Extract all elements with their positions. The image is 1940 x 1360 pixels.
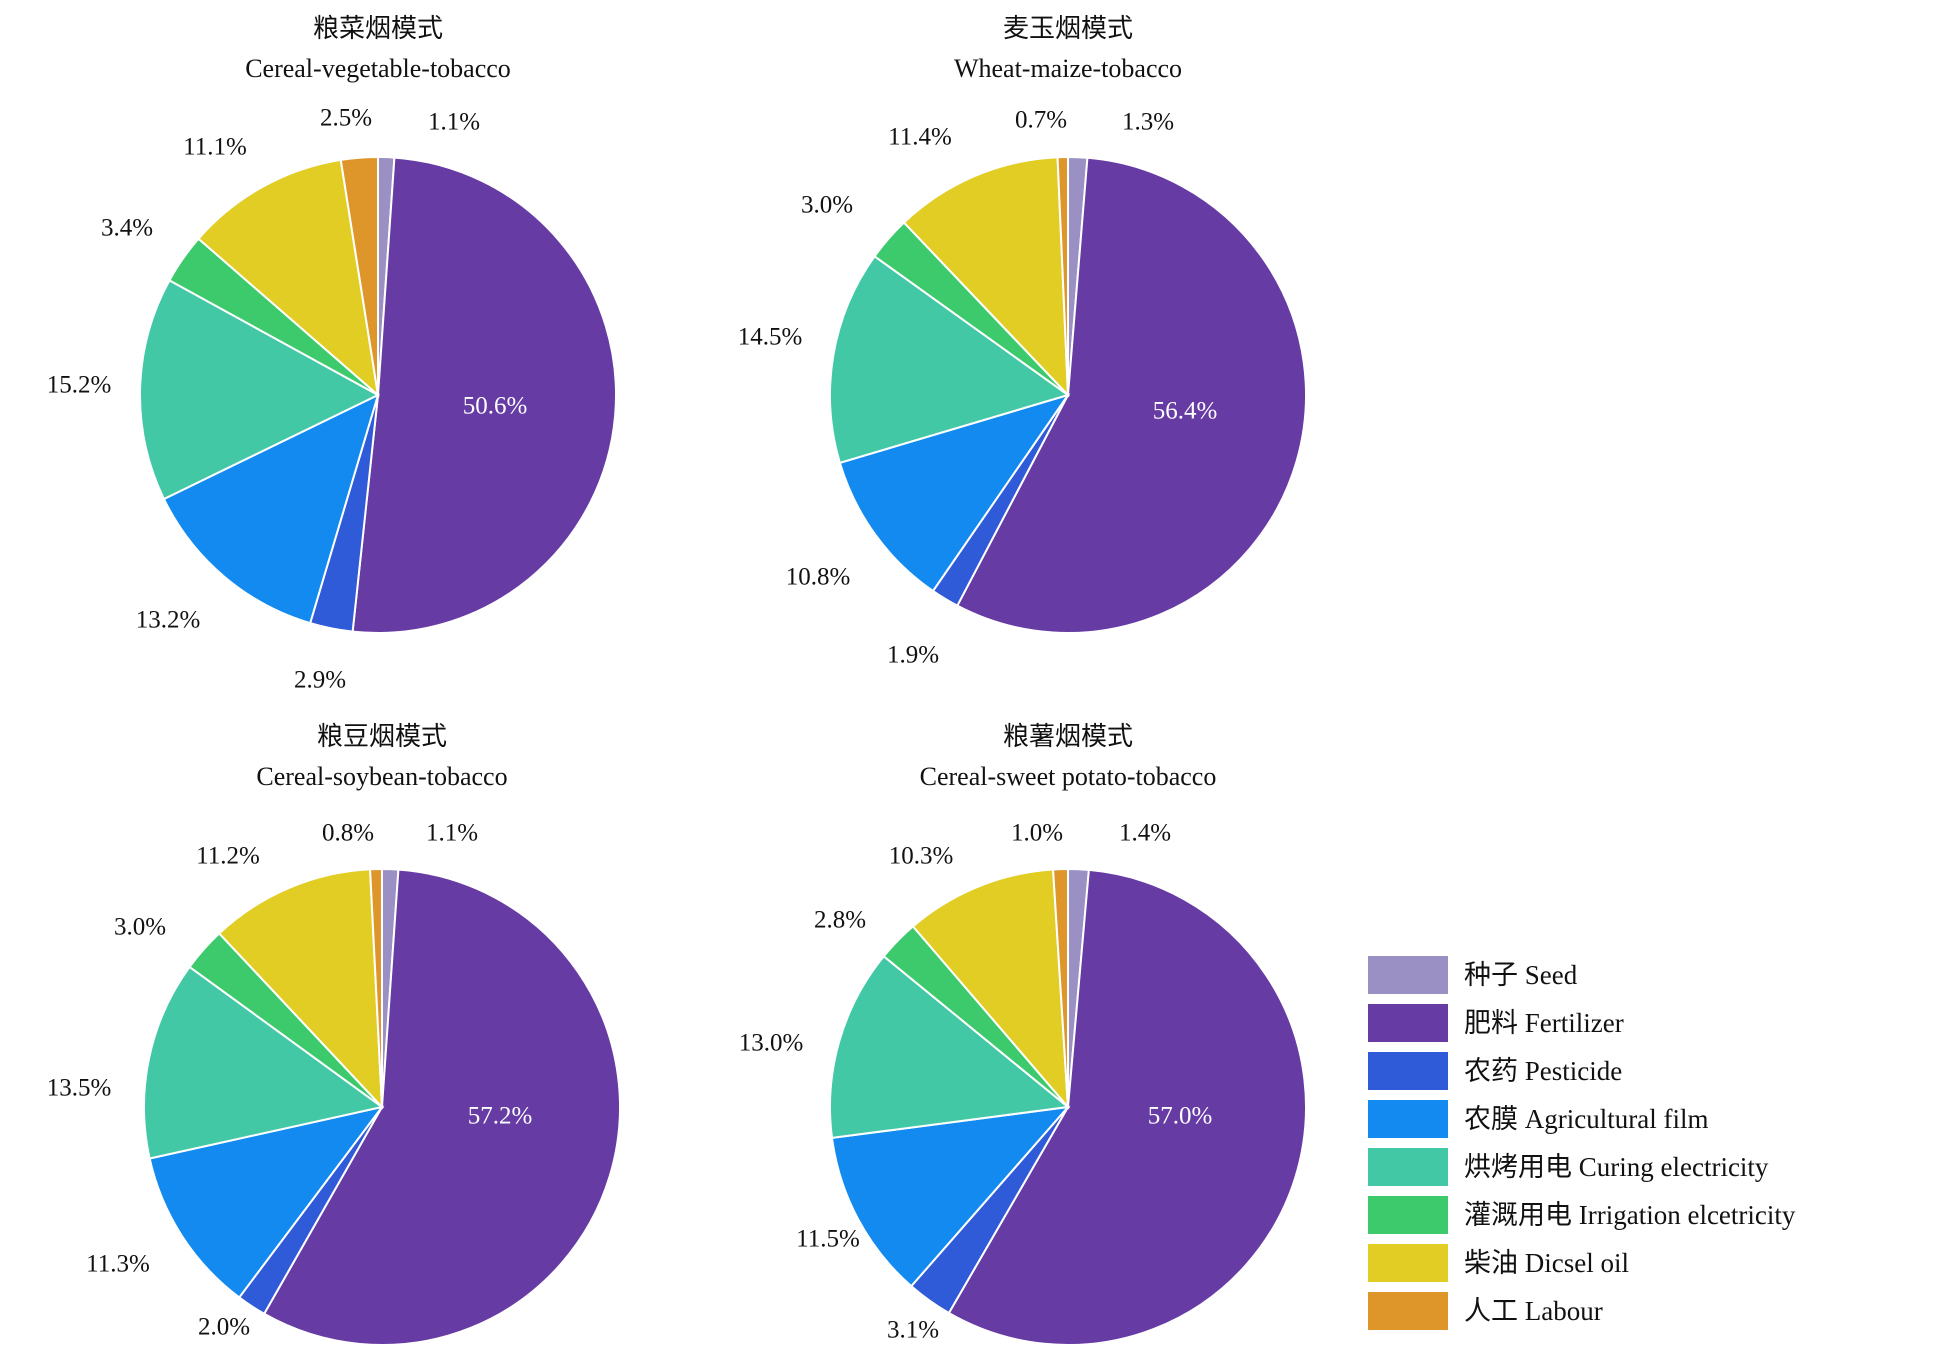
pie-3-label-curing-electricity: 13.5% (47, 1075, 112, 1102)
legend-label-pesticide: 农药 Pesticide (1464, 1056, 1623, 1086)
pie-1-slice-fertilizer (351, 156, 617, 634)
pie-3-slice-diesel-oil (217, 868, 384, 1110)
pie-4-slice-agricultural-film (830, 1105, 1071, 1288)
pie-panel-2: 麦玉烟模式 Wheat-maize-tobacco (718, 12, 1418, 712)
pie-3-slice-curing-electricity (143, 965, 385, 1160)
legend-swatch-pesticide (1368, 1052, 1448, 1090)
pie-4-title: 粮薯烟模式 (1002, 722, 1133, 751)
pie-2-slice-labour (1056, 155, 1069, 396)
pie-4-slice-diesel-oil (911, 868, 1070, 1110)
pie-1-slice-diesel-oil (197, 158, 380, 398)
pie-3-label-pesticide: 2.0% (198, 1314, 250, 1341)
pie-1-label-seed: 1.1% (428, 109, 480, 136)
pie-1-label-diesel-oil: 11.1% (183, 134, 247, 161)
pie-3-label-irrigation-electricity: 3.0% (114, 914, 166, 941)
pie-3-label-agricultural-film: 11.3% (86, 1251, 150, 1278)
pie-2-label-seed: 1.3% (1122, 109, 1174, 136)
pie-2-label-labour: 0.7% (1015, 107, 1067, 134)
pie-4-label-irrigation-electricity: 2.8% (814, 907, 866, 934)
pie-3-label-labour: 0.8% (322, 820, 374, 847)
pie-1-slice-agricultural-film (162, 393, 380, 625)
pie-3-slice-fertilizer (262, 868, 621, 1346)
pie-2-label-irrigation-electricity: 3.0% (801, 192, 853, 219)
pie-1-subtitle: Cereal-vegetable-tobacco (245, 54, 511, 83)
pie-4-slice-labour (1052, 867, 1069, 1108)
pie-4-label-seed: 1.4% (1119, 820, 1171, 847)
pie-2-slice-agricultural-film (838, 393, 1071, 593)
pie-1-label-labour: 2.5% (320, 105, 372, 132)
pie-4-label-agricultural-film: 11.5% (796, 1226, 860, 1253)
legend-label-agricultural-film: 农膜 Agricultural film (1464, 1104, 1709, 1134)
pie-3-label-fertilizer: 57.2% (468, 1103, 533, 1130)
pie-4-slice-curing-electricity (829, 954, 1071, 1140)
pie-4-label-diesel-oil: 10.3% (889, 843, 954, 870)
pie-4-subtitle: Cereal-sweet potato-tobacco (919, 762, 1217, 791)
legend-swatch-seed (1368, 956, 1448, 994)
pie-4-label-labour: 1.0% (1011, 820, 1063, 847)
pie-3-slice-labour (369, 867, 383, 1108)
pie-1-label-pesticide: 2.9% (294, 667, 346, 694)
legend-label-curing-electricity: 烘烤用电 Curing electricity (1464, 1152, 1769, 1182)
pie-1-label-agricultural-film: 13.2% (136, 607, 201, 634)
pie-1-slice-labour (339, 155, 379, 396)
legend-label-irrigation-electricity: 灌溉用电 Irrigation elcetricity (1464, 1200, 1796, 1230)
pie-3-subtitle: Cereal-soybean-tobacco (256, 762, 508, 791)
legend-swatch-diesel-oil (1368, 1244, 1448, 1282)
pie-4-label-pesticide: 3.1% (887, 1317, 939, 1344)
pie-4-slice-fertilizer (947, 868, 1307, 1346)
pie-1-slice-curing-electricity (139, 278, 381, 501)
pie-2-label-agricultural-film: 10.8% (786, 564, 851, 591)
pie-panel-3: 粮豆烟模式 Cereal-soybean-tobacco (32, 720, 732, 1360)
legend-label-labour: 人工 Labour (1464, 1296, 1603, 1326)
legend-swatch-irrigation-electricity (1368, 1196, 1448, 1234)
pie-3-label-diesel-oil: 11.2% (196, 843, 260, 870)
pie-panel-4: 粮薯烟模式 Cereal-sweet potato-tobacco (718, 720, 1418, 1360)
legend-swatch-agricultural-film (1368, 1100, 1448, 1138)
pie-2-subtitle: Wheat-maize-tobacco (953, 54, 1183, 83)
pie-2-label-curing-electricity: 14.5% (738, 324, 803, 351)
legend-label-seed: 种子 Seed (1464, 960, 1578, 990)
pie-2-slice-curing-electricity (829, 254, 1071, 465)
pie-2-title: 麦玉烟模式 (1002, 14, 1133, 43)
pie-3-label-seed: 1.1% (426, 820, 478, 847)
pie-2-slice-diesel-oil (902, 156, 1070, 398)
pie-1-label-irrigation-electricity: 3.4% (101, 215, 153, 242)
pie-1-label-curing-electricity: 15.2% (47, 372, 112, 399)
pie-4-label-fertilizer: 57.0% (1148, 1103, 1213, 1130)
pie-2-label-diesel-oil: 11.4% (888, 124, 952, 151)
pie-2-slice-fertilizer (955, 156, 1307, 635)
pie-2-label-pesticide: 1.9% (887, 642, 939, 669)
pie-1-label-fertilizer: 50.6% (463, 393, 528, 420)
pie-3-title: 粮豆烟模式 (316, 722, 447, 751)
legend-label-fertilizer: 肥料 Fertilizer (1464, 1008, 1624, 1038)
pie-3-slice-agricultural-film (148, 1105, 385, 1299)
pie-4-label-curing-electricity: 13.0% (739, 1030, 804, 1057)
legend-swatch-curing-electricity (1368, 1148, 1448, 1186)
pie-panel-1: 粮菜烟模式 Cereal-vegetable-tobacco (28, 12, 728, 712)
legend-label-diesel-oil: 柴油 Dicsel oil (1464, 1248, 1629, 1278)
pie-1-title: 粮菜烟模式 (312, 14, 443, 43)
pie-2-label-fertilizer: 56.4% (1153, 398, 1218, 425)
legend-swatch-labour (1368, 1292, 1448, 1330)
legend-swatch-fertilizer (1368, 1004, 1448, 1042)
